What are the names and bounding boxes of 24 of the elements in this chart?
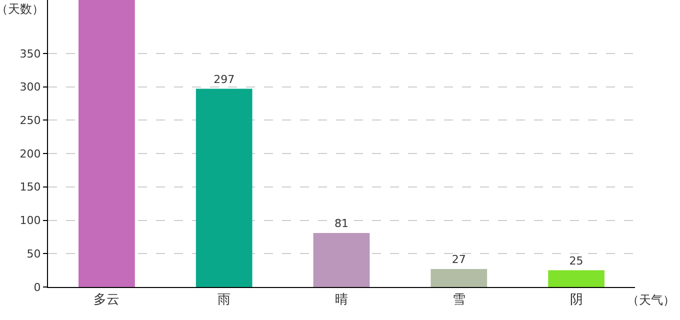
bar: [196, 88, 252, 287]
bar: [78, 0, 135, 287]
y-tick-label: 50: [26, 247, 41, 260]
y-tick-label: 0: [34, 280, 41, 294]
x-tick-label: 晴: [335, 292, 348, 308]
y-tick-label: 300: [20, 80, 41, 94]
y-tick-label: 350: [20, 47, 41, 60]
y-tick-label: 150: [20, 180, 41, 194]
data-label: 297: [214, 72, 235, 86]
data-label: 27: [452, 252, 466, 266]
data-label: 25: [569, 254, 584, 268]
data-label: 81: [334, 216, 348, 230]
x-tick-label: 多云: [94, 292, 120, 308]
y-tick-label: 200: [20, 147, 41, 160]
x-tick-label: 雪: [452, 292, 466, 308]
x-tick-label: 阴: [570, 292, 583, 308]
bar: [313, 232, 370, 287]
x-tick-label: 雨: [218, 292, 231, 308]
y-axis-title: （天数）: [0, 2, 44, 16]
bar: [430, 268, 488, 287]
x-axis-title: （天气）: [627, 293, 675, 307]
y-tick-label: 100: [20, 214, 41, 228]
bar: [548, 270, 604, 287]
y-tick-label: 250: [20, 114, 41, 127]
